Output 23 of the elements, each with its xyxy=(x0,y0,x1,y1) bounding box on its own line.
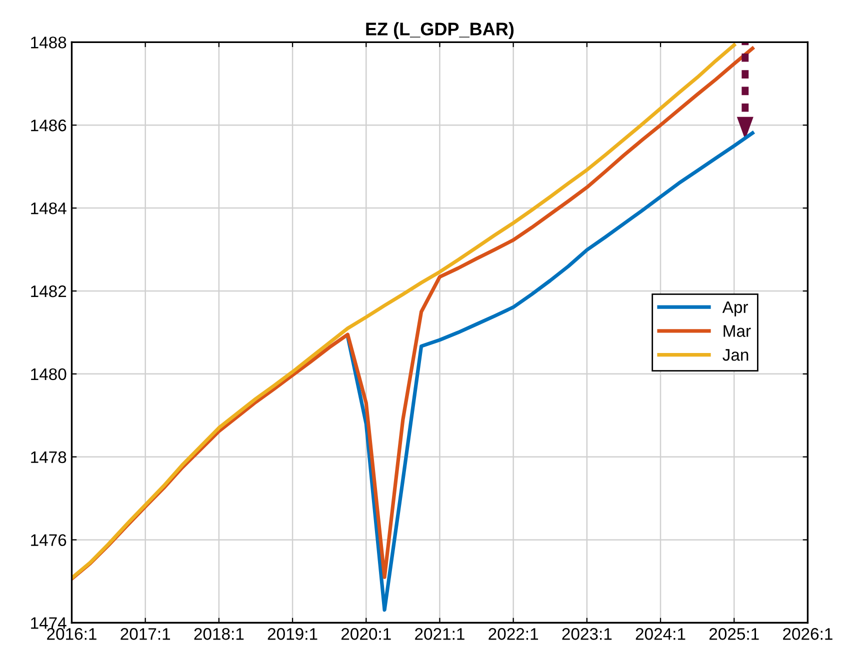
legend-label: Mar xyxy=(724,325,751,337)
y-tick-label: 1476 xyxy=(31,534,66,546)
x-tick-label: 2025:1 xyxy=(709,628,759,640)
legend-label: Jan xyxy=(722,349,748,361)
x-tick-label: 2017:1 xyxy=(120,628,170,640)
y-tick-label: 1478 xyxy=(31,451,66,464)
y-tick-label: 1474 xyxy=(31,617,66,629)
legend-label: Apr xyxy=(722,301,748,316)
y-tick-label: 1486 xyxy=(31,120,66,132)
x-tick-label: 2021:1 xyxy=(415,628,464,640)
x-tick-label: 2020:1 xyxy=(341,628,391,640)
x-tick-label: 2016:1 xyxy=(47,628,96,640)
x-tick-label: 2018:1 xyxy=(194,628,244,640)
y-tick-label: 1484 xyxy=(31,202,66,214)
x-tick-label: 2022:1 xyxy=(488,628,538,640)
y-tick-label: 1480 xyxy=(31,368,66,380)
x-tick-label: 2024:1 xyxy=(636,628,686,640)
y-tick-label: 1488 xyxy=(31,36,66,48)
y-tick-label: 1482 xyxy=(31,285,66,298)
x-tick-label: 2026:1 xyxy=(783,628,832,640)
x-tick-label: 2023:1 xyxy=(562,628,612,640)
x-tick-label: 2019:1 xyxy=(268,628,318,640)
chart-title: EZ (L_GDP_BAR) xyxy=(366,22,514,39)
